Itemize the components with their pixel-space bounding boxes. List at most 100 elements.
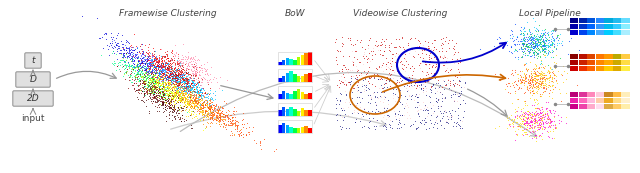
Point — [334, 69, 344, 72]
Point — [515, 29, 525, 32]
Point — [175, 64, 186, 66]
Point — [166, 96, 177, 99]
Point — [351, 70, 362, 73]
Point — [179, 82, 189, 85]
Point — [214, 120, 224, 123]
Point — [136, 89, 146, 92]
Point — [437, 100, 447, 103]
Point — [521, 76, 531, 79]
Point — [154, 72, 164, 75]
Point — [164, 61, 175, 64]
Point — [181, 89, 191, 92]
Point — [196, 96, 207, 99]
Point — [180, 92, 191, 95]
Point — [525, 34, 536, 37]
Point — [127, 64, 138, 67]
Point — [131, 56, 141, 59]
Point — [195, 108, 205, 111]
Point — [121, 45, 131, 48]
Point — [163, 94, 173, 97]
Point — [125, 58, 135, 60]
Point — [178, 62, 188, 65]
Point — [517, 133, 527, 135]
Point — [166, 81, 176, 83]
Point — [518, 31, 528, 34]
Point — [225, 120, 235, 122]
Point — [150, 96, 160, 99]
Point — [184, 99, 194, 102]
Point — [160, 92, 170, 95]
Point — [159, 65, 170, 67]
Point — [335, 80, 346, 82]
Point — [170, 92, 180, 95]
Point — [363, 57, 373, 59]
Point — [125, 49, 135, 51]
Point — [207, 114, 218, 117]
Point — [168, 95, 178, 98]
Point — [133, 79, 143, 82]
Point — [533, 78, 543, 81]
Point — [195, 90, 205, 93]
Point — [150, 55, 160, 58]
Point — [166, 89, 177, 92]
Point — [150, 55, 160, 58]
Bar — [587, 30, 595, 35]
Point — [168, 70, 179, 73]
Point — [156, 96, 166, 99]
Point — [426, 42, 436, 44]
Point — [538, 81, 548, 84]
Point — [390, 93, 400, 96]
Point — [380, 46, 390, 49]
Point — [184, 94, 195, 97]
Point — [365, 75, 376, 78]
Point — [163, 78, 173, 81]
Point — [159, 60, 170, 63]
Point — [358, 56, 369, 59]
Point — [132, 63, 143, 66]
Point — [188, 56, 198, 59]
Point — [125, 74, 136, 76]
Point — [142, 61, 152, 64]
Point — [361, 72, 371, 75]
Point — [200, 126, 210, 129]
Point — [540, 29, 550, 32]
Point — [429, 56, 439, 58]
Point — [525, 76, 536, 79]
Point — [186, 70, 196, 72]
Point — [172, 84, 182, 86]
Point — [135, 63, 145, 66]
Point — [212, 105, 223, 108]
Point — [162, 71, 172, 74]
Point — [152, 81, 163, 84]
Point — [186, 87, 196, 90]
Point — [153, 82, 163, 85]
Point — [513, 40, 523, 42]
Point — [184, 96, 195, 99]
Point — [144, 79, 154, 82]
Point — [407, 94, 417, 96]
Point — [186, 74, 196, 76]
Point — [157, 76, 168, 79]
Point — [173, 101, 183, 104]
Point — [164, 86, 175, 88]
Point — [523, 82, 533, 85]
Point — [540, 44, 550, 47]
Point — [356, 71, 366, 74]
Point — [146, 90, 156, 93]
Point — [152, 72, 162, 74]
Point — [186, 56, 196, 59]
Point — [563, 53, 573, 56]
Point — [512, 98, 522, 101]
Point — [535, 116, 545, 119]
Point — [148, 63, 159, 66]
Point — [372, 68, 382, 70]
Point — [170, 81, 180, 84]
Point — [193, 78, 203, 81]
Point — [154, 78, 164, 81]
Point — [443, 118, 453, 121]
Point — [512, 35, 522, 38]
Bar — [278, 52, 312, 65]
Point — [151, 94, 161, 97]
Point — [179, 105, 189, 107]
Point — [219, 122, 229, 125]
